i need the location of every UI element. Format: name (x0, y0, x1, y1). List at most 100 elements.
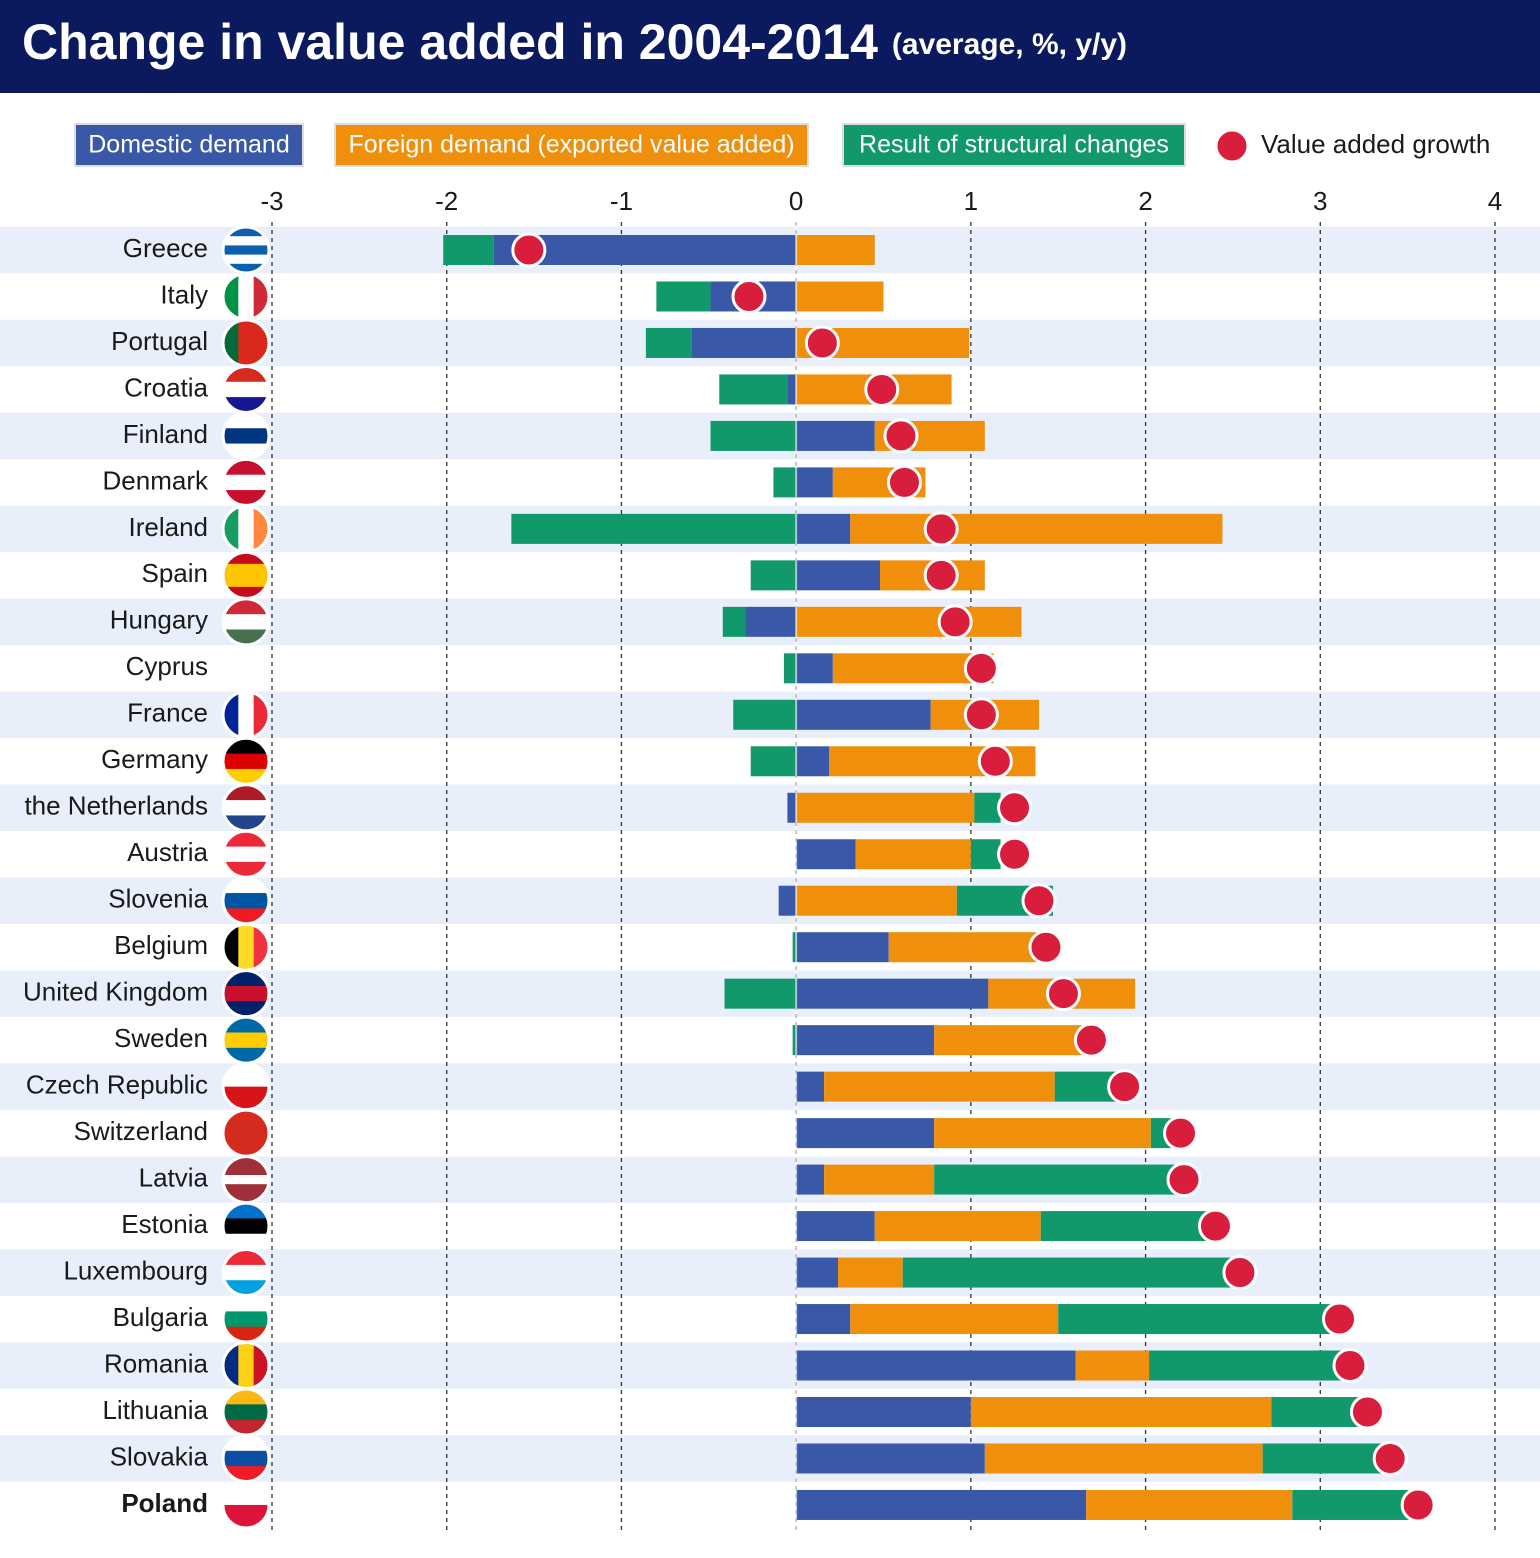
x-tick-label: -2 (435, 186, 458, 216)
bar (934, 1025, 1090, 1056)
point (1372, 1440, 1408, 1476)
legend-swatch (334, 123, 809, 167)
category-label: United Kingdom (23, 977, 208, 1007)
bar (1271, 1397, 1363, 1427)
flag-stripe (223, 1504, 269, 1528)
flag-stripe (223, 474, 269, 491)
category-label: France (127, 698, 208, 728)
bar (787, 792, 797, 823)
flag-stripe (223, 1184, 269, 1194)
category-label: Slovakia (110, 1441, 209, 1471)
bar (850, 1304, 1059, 1335)
bar (902, 1257, 1240, 1288)
legend-dot (1214, 128, 1250, 164)
bar (796, 235, 875, 265)
bar (796, 1071, 825, 1102)
bar (1040, 1211, 1223, 1242)
bar (796, 1257, 839, 1288)
x-tick-label: 2 (1138, 186, 1152, 216)
flag-stripe (223, 893, 269, 909)
bar (838, 1257, 903, 1288)
bar (970, 1397, 1272, 1427)
bar (773, 467, 797, 498)
flag (223, 1156, 269, 1203)
flag-stripe (238, 273, 255, 320)
bar (984, 1443, 1263, 1474)
bar (934, 1118, 1151, 1149)
bar (796, 1164, 825, 1195)
flag-stripe (223, 227, 269, 237)
x-tick-label: 1 (964, 186, 978, 216)
bar (796, 606, 1022, 637)
point (923, 557, 959, 593)
bar (719, 374, 788, 405)
bar (787, 374, 797, 405)
point (1222, 1255, 1258, 1291)
flag-stripe (223, 1156, 269, 1167)
x-tick-label: 3 (1313, 186, 1327, 216)
bar (796, 1025, 935, 1056)
category-label: Denmark (103, 465, 209, 495)
point (1166, 1162, 1202, 1198)
chart-title: Change in value added in 2004-2014 (avera… (22, 14, 1127, 70)
flag-stripe (223, 1404, 269, 1421)
bar (778, 885, 797, 916)
header (0, 0, 1540, 93)
bar (796, 560, 881, 591)
point (1028, 929, 1064, 965)
flag (223, 1435, 269, 1482)
bar (970, 839, 1001, 870)
bar (796, 513, 851, 544)
category-label: Switzerland (74, 1116, 208, 1146)
flag-stripe (238, 691, 255, 738)
flag-stripe (223, 1218, 269, 1235)
category-label: Spain (142, 558, 209, 588)
bar (792, 932, 797, 963)
point (511, 232, 547, 268)
category-label: Germany (101, 744, 208, 774)
point (963, 697, 999, 733)
x-tick-label: 4 (1488, 186, 1502, 216)
category-label: Romania (104, 1348, 209, 1378)
bar (796, 1118, 935, 1149)
bar (796, 1397, 971, 1427)
category-label: Belgium (114, 930, 208, 960)
point (1349, 1394, 1385, 1430)
flag-stripe (223, 1175, 269, 1185)
bar (974, 792, 1001, 823)
bar (710, 420, 797, 451)
bar (796, 699, 931, 730)
bar (796, 1350, 1076, 1381)
legend-swatch (842, 123, 1186, 167)
bar (750, 560, 797, 591)
flag-stripe (223, 1264, 269, 1281)
bar (796, 746, 830, 777)
point (1322, 1301, 1358, 1337)
category-label: Hungary (110, 605, 208, 635)
bar (1262, 1443, 1387, 1474)
flag-stripe (223, 381, 269, 398)
bar (796, 467, 833, 498)
flag-stripe (223, 1450, 269, 1467)
bar (443, 235, 494, 265)
point (1197, 1208, 1233, 1244)
flag-stripe (223, 1481, 269, 1506)
legend-label: Domestic demand (88, 131, 289, 159)
flag-stripe (223, 1165, 269, 1176)
flag-stripe (223, 254, 269, 265)
bar (934, 1164, 1191, 1195)
point (997, 836, 1033, 872)
x-tick-label: 0 (789, 186, 803, 216)
flag-stripe (223, 986, 269, 1002)
flag-stripe (223, 614, 269, 631)
bar (511, 513, 797, 544)
point (1073, 1022, 1109, 1058)
legend-label: Value added growth (1261, 129, 1490, 159)
flag-stripe (223, 563, 269, 576)
category-label: Bulgaria (113, 1302, 209, 1332)
category-label: Latvia (139, 1162, 209, 1192)
point (731, 278, 767, 314)
bar (874, 1211, 1041, 1242)
bar (1058, 1304, 1335, 1335)
legend-label: Foreign demand (exported value added) (348, 131, 794, 159)
